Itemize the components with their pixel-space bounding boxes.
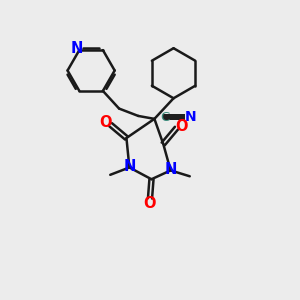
Text: O: O (175, 119, 188, 134)
Text: N: N (71, 41, 83, 56)
Text: O: O (143, 196, 156, 211)
Text: N: N (164, 162, 177, 177)
Text: N: N (123, 159, 136, 174)
Text: O: O (100, 116, 112, 130)
Text: N: N (185, 110, 197, 124)
Text: C: C (160, 112, 169, 124)
